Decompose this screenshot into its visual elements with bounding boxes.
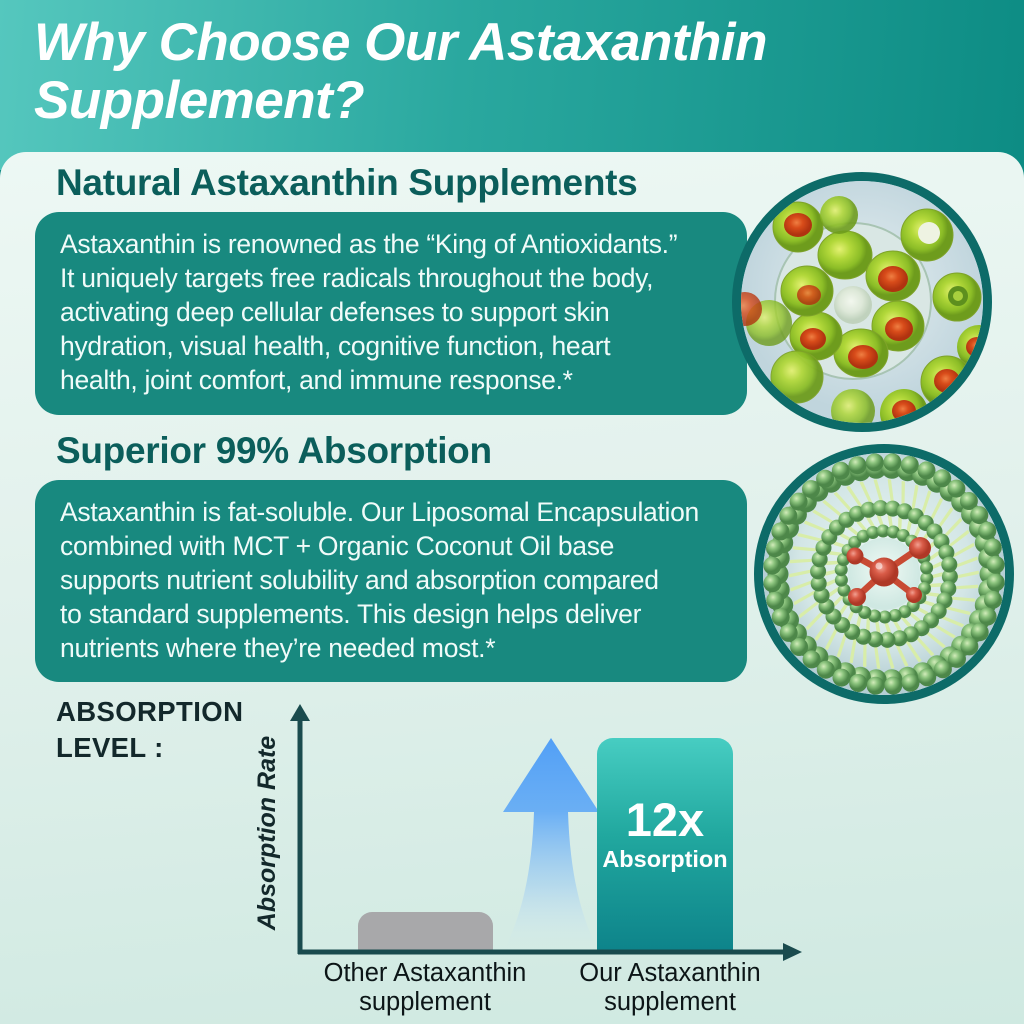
liposome-illustration — [763, 453, 1005, 695]
annotation-label: Absorption — [602, 845, 728, 872]
liposome-image — [754, 444, 1014, 704]
chart-axes — [290, 704, 802, 961]
annotation-value: 12x — [625, 792, 705, 846]
section-heading-absorption: Superior 99% Absorption — [56, 430, 492, 471]
section-body-absorption: Astaxanthin is fat-soluble. Our Liposoma… — [60, 497, 700, 663]
up-arrow-icon — [503, 738, 599, 948]
algae-outer-cells — [741, 196, 983, 423]
y-axis-arrowhead — [290, 704, 310, 721]
algae-cells-illustration — [741, 181, 983, 423]
chart-title: ABSORPTION LEVEL : — [56, 696, 244, 763]
x-axis-arrowhead — [783, 943, 802, 961]
bar-annotation: 12x Absorption — [602, 792, 728, 873]
x-axis-label-our: Our Astaxanthin supplement — [579, 959, 761, 1016]
algae-colony-cells — [780, 230, 925, 378]
bar-our-supplement: 12x Absorption — [597, 738, 733, 953]
red-molecule-atoms — [846, 537, 931, 606]
section-heading-natural: Natural Astaxanthin Supplements — [56, 162, 638, 203]
section-body-natural: Astaxanthin is renowned as the “King of … — [60, 229, 678, 395]
header-banner: Why Choose Our Astaxanthin Supplement? — [0, 0, 1024, 170]
bar-other-supplement — [358, 912, 493, 953]
algae-cells-image — [732, 172, 992, 432]
page-title: Why Choose Our Astaxanthin Supplement? — [34, 13, 768, 130]
x-axis-label-other: Other Astaxanthin supplement — [323, 959, 527, 1016]
text-box-absorption: Astaxanthin is fat-soluble. Our Liposoma… — [35, 480, 747, 682]
chart-y-axis-label: Absorption Rate — [253, 735, 281, 931]
text-box-natural: Astaxanthin is renowned as the “King of … — [35, 212, 747, 415]
